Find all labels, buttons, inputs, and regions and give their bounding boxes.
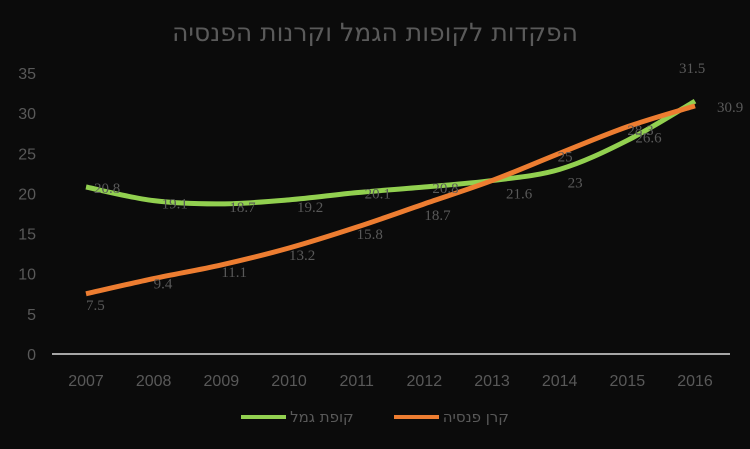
data-label-gemel: 20.8 bbox=[432, 181, 458, 197]
legend-swatch-orange bbox=[393, 415, 439, 419]
x-tick-label: 2009 bbox=[204, 373, 240, 390]
y-tick-label: 0 bbox=[27, 347, 36, 364]
data-label-gemel: 31.5 bbox=[679, 61, 705, 77]
data-label-gemel: 18.7 bbox=[229, 200, 256, 216]
chart-title: הפקדות לקופות הגמל וקרנות הפנסיה bbox=[172, 18, 578, 47]
data-label-pension: 13.2 bbox=[289, 248, 315, 264]
data-label-pension: 15.8 bbox=[357, 227, 383, 243]
data-label-gemel: 20.8 bbox=[94, 181, 120, 197]
data-label-gemel: 23 bbox=[568, 175, 583, 191]
y-tick-label: 30 bbox=[18, 106, 36, 123]
legend-label-pension: קרן פנסיה bbox=[442, 408, 509, 426]
data-label-pension: 30.9 bbox=[717, 100, 743, 116]
y-tick-label: 20 bbox=[18, 186, 36, 203]
legend-item-gemel: קופת גמל bbox=[241, 408, 354, 426]
x-tick-label: 2012 bbox=[407, 373, 443, 390]
data-label-pension: 21.6 bbox=[506, 187, 533, 203]
x-tick-label: 2016 bbox=[677, 373, 713, 390]
x-tick-label: 2007 bbox=[68, 373, 104, 390]
x-tick-label: 2008 bbox=[136, 373, 172, 390]
x-tick-label: 2011 bbox=[339, 373, 374, 390]
legend-item-pension: קרן פנסיה bbox=[393, 408, 509, 426]
legend-swatch-green bbox=[241, 415, 287, 419]
legend-label-gemel: קופת גמל bbox=[290, 408, 354, 426]
y-tick-label: 25 bbox=[18, 146, 36, 163]
data-label-pension: 25 bbox=[558, 149, 573, 165]
data-label-pension: 7.5 bbox=[86, 298, 105, 314]
data-label-gemel: 19.2 bbox=[297, 200, 323, 216]
series-line-pension bbox=[85, 103, 696, 297]
x-tick-label: 2015 bbox=[610, 373, 646, 390]
x-tick-label: 2010 bbox=[271, 373, 307, 390]
data-label-pension: 18.7 bbox=[424, 208, 451, 224]
legend: קופת גמל קרן פנסיה bbox=[0, 408, 750, 426]
y-tick-label: 35 bbox=[18, 66, 36, 83]
data-label-gemel: 20.1 bbox=[365, 187, 391, 203]
data-label-pension: 28.3 bbox=[627, 123, 653, 139]
y-tick-label: 15 bbox=[18, 227, 36, 244]
data-label-gemel: 19.1 bbox=[162, 197, 188, 213]
data-label-pension: 9.4 bbox=[154, 277, 173, 293]
x-tick-label: 2013 bbox=[474, 373, 510, 390]
y-tick-label: 5 bbox=[27, 307, 36, 324]
data-label-pension: 11.1 bbox=[221, 265, 247, 281]
series-line-gemel bbox=[85, 98, 697, 207]
y-tick-label: 10 bbox=[18, 267, 36, 284]
x-tick-label: 2014 bbox=[542, 373, 578, 390]
data-label-gemel: 26.6 bbox=[635, 130, 662, 146]
